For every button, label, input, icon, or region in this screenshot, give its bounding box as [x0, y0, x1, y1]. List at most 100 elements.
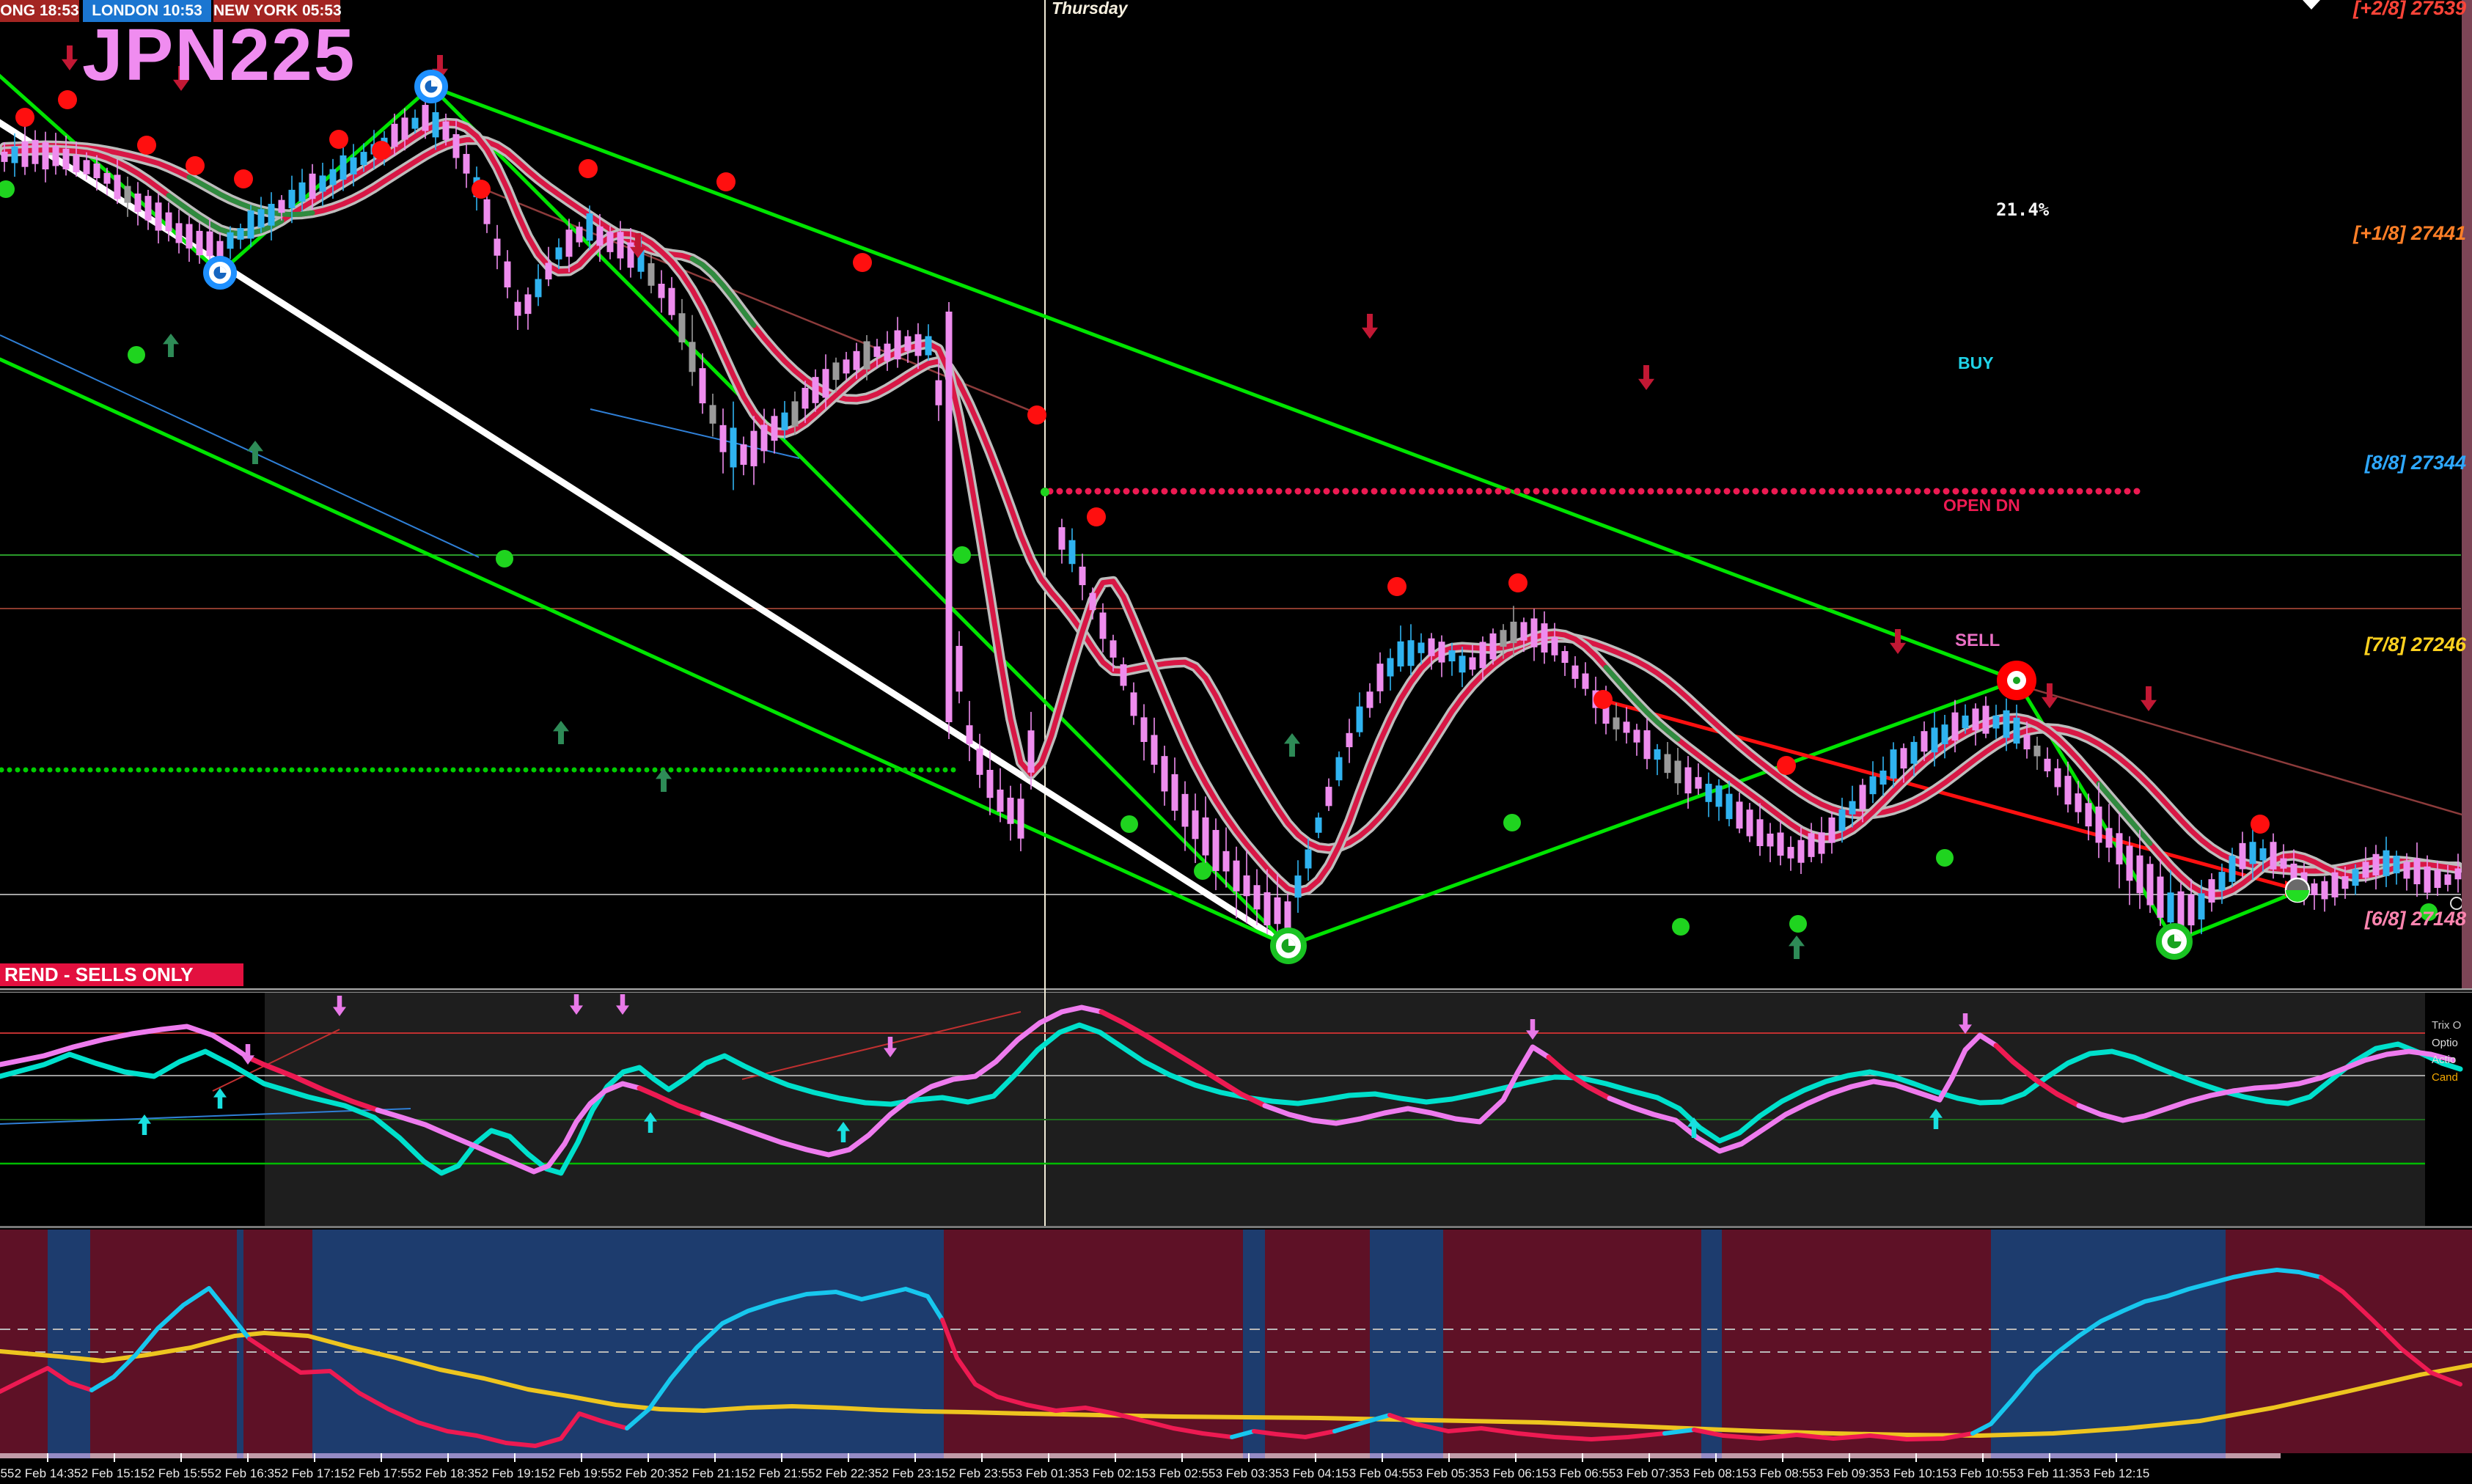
current-price-marker-half: [2286, 890, 2309, 902]
support-dotted-line: [483, 767, 488, 773]
oscillator-signal-line: [637, 1085, 705, 1117]
candle: [689, 342, 696, 372]
candle: [2167, 892, 2174, 923]
trend-band: [1443, 1230, 1701, 1453]
candle: [1151, 735, 1158, 765]
open-down-dotted-line: [1962, 488, 1969, 495]
candle: [606, 232, 614, 252]
candle: [997, 789, 1004, 812]
support-dotted-line: [918, 767, 924, 773]
candle: [1417, 642, 1425, 653]
candle: [781, 412, 788, 430]
candle: [1962, 715, 1969, 729]
open-down-dotted-line: [1761, 488, 1769, 495]
trend-band: [1243, 1230, 1265, 1453]
ma-ribbon-green-segment: [1603, 664, 1681, 742]
support-dotted-line: [934, 767, 940, 773]
candle: [1530, 618, 1538, 647]
candle: [1777, 832, 1784, 856]
zigzag-marker-red-pie: [2013, 677, 2020, 684]
candle: [648, 263, 655, 286]
support-dotted-line: [313, 767, 319, 773]
time-label: 3 Feb 05:35: [1415, 1466, 1483, 1480]
support-dotted-line: [652, 767, 658, 773]
candle: [103, 172, 111, 184]
candle: [1212, 829, 1220, 871]
support-dotted-line: [265, 767, 271, 773]
candle: [1366, 691, 1373, 708]
support-dotted-line: [111, 767, 117, 773]
candle: [1079, 566, 1086, 586]
support-dotted-line: [103, 767, 109, 773]
support-dotted-line: [95, 767, 101, 773]
candle: [1664, 754, 1671, 774]
price-level-plus-2-8: [+2/8] 27539: [2353, 0, 2466, 19]
trend-band-strip: [1701, 1453, 1722, 1458]
candle: [1838, 809, 1846, 831]
time-label: 2 Feb 23:55: [948, 1466, 1016, 1480]
down-arrow-icon: [2042, 683, 2058, 708]
support-dotted-line: [200, 767, 206, 773]
candle: [925, 336, 932, 356]
support-dotted-line: [757, 767, 763, 773]
support-dotted-line: [765, 767, 771, 773]
clock-hongkong: ONG 18:53: [0, 0, 79, 22]
support-dotted-line: [579, 767, 585, 773]
open-down-dotted-line: [1971, 488, 1978, 495]
candle: [524, 294, 532, 315]
support-dotted-line: [789, 767, 795, 773]
candle: [1140, 717, 1148, 742]
support-dotted-line: [249, 767, 254, 773]
open-down-dotted-line: [1647, 488, 1654, 495]
support-dotted-line: [378, 767, 384, 773]
open-down-dotted-line: [1628, 488, 1635, 495]
trend-band: [2226, 1230, 2472, 1453]
candle: [278, 199, 285, 213]
rsi-fast-line: [0, 1366, 94, 1394]
time-label: 2 Feb 21:55: [748, 1466, 815, 1480]
candle: [340, 155, 347, 180]
candle: [1068, 540, 1076, 565]
rsi-fast-line: [1970, 1268, 2323, 1436]
candle: [617, 232, 624, 259]
candle: [227, 232, 234, 249]
open-down-dotted-line: [1752, 488, 1759, 495]
support-dotted-line: [426, 767, 432, 773]
support-dotted-line: [725, 767, 730, 773]
candle: [1253, 885, 1261, 910]
open-down-dotted-line: [2114, 488, 2121, 495]
candle: [1623, 721, 1630, 733]
open-down-dotted-line: [1142, 488, 1149, 495]
support-dotted-line: [71, 767, 77, 773]
support-dotted-line: [184, 767, 190, 773]
time-label: 2 Feb 15:55: [147, 1466, 215, 1480]
open-down-dotted-line: [1409, 488, 1416, 495]
buy-signal-dot: [2420, 903, 2438, 921]
down-arrow-icon: [630, 233, 646, 258]
oscillator-signal-line: [700, 1004, 1104, 1158]
open-down-dotted-line: [1838, 488, 1845, 495]
trend-band: [48, 1230, 90, 1453]
support-dotted-line: [644, 767, 650, 773]
support-dotted-line: [636, 767, 642, 773]
candle: [114, 175, 121, 199]
ma-ribbon-casing: [0, 134, 2463, 877]
open-down-dotted-line: [1466, 488, 1473, 495]
candle: [1736, 801, 1743, 829]
support-dotted-line: [7, 767, 12, 773]
candle: [2454, 868, 2462, 880]
open-down-dotted-line: [1695, 488, 1702, 495]
support-dotted-line: [281, 767, 287, 773]
candle: [2198, 893, 2205, 920]
support-dotted-line: [345, 767, 351, 773]
candle: [1941, 724, 1948, 744]
down-arrow-icon: [1362, 314, 1378, 339]
open-down-dotted-line: [1542, 488, 1549, 495]
candle: [1376, 664, 1384, 691]
candle: [771, 416, 778, 441]
open-down-dotted-line: [2124, 488, 2131, 495]
open-down-dotted-line: [1332, 488, 1340, 495]
candle: [576, 227, 583, 243]
candle: [812, 377, 819, 403]
